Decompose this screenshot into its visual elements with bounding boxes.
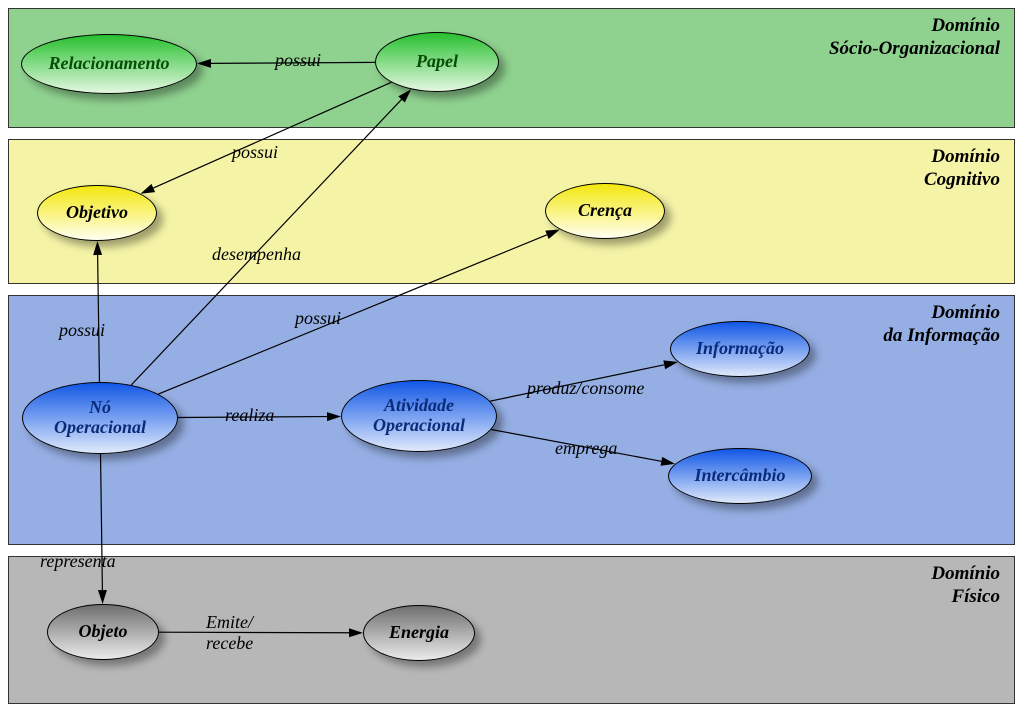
node-label: Informação [696, 339, 784, 359]
edge-label: representa [40, 551, 116, 572]
node-relacionamento: Relacionamento [21, 34, 197, 94]
node-atividade-operacional: Atividade Operacional [341, 380, 497, 452]
edge-label: desempenha [212, 244, 301, 265]
domain-label: Domínio Físico [931, 563, 1000, 609]
domain-label: Domínio Sócio-Organizacional [829, 15, 1000, 61]
node-label: Intercâmbio [694, 466, 785, 486]
edge-label: possui [232, 142, 278, 163]
edge-label: possui [295, 308, 341, 329]
domain-label: Domínio da Informação [883, 302, 1000, 348]
node-label: Atividade Operacional [373, 396, 465, 436]
edge-label: produz/consome [527, 378, 644, 399]
node-papel: Papel [375, 32, 499, 92]
node-intercambio: Intercâmbio [668, 448, 812, 504]
edge-label: possui [59, 320, 105, 341]
node-objetivo: Objetivo [37, 185, 157, 241]
node-objeto: Objeto [47, 604, 159, 660]
node-label: Nó Operacional [54, 398, 146, 438]
domain-cognitivo: Domínio Cognitivo [8, 139, 1015, 284]
node-energia: Energia [363, 605, 475, 661]
node-label: Objetivo [66, 203, 128, 223]
node-label: Objeto [79, 622, 128, 642]
edge-label: emprega [555, 438, 617, 459]
node-label: Crença [578, 201, 632, 221]
domain-label: Domínio Cognitivo [924, 146, 1000, 192]
edge-label: possui [275, 50, 321, 71]
node-label: Energia [389, 623, 449, 643]
node-no-operacional: Nó Operacional [22, 382, 178, 454]
node-label: Papel [416, 52, 458, 72]
node-label: Relacionamento [49, 54, 170, 74]
edge-label: realiza [225, 405, 274, 426]
edge-label: Emite/ recebe [206, 612, 253, 654]
domain-fisico: Domínio Físico [8, 556, 1015, 704]
node-informacao: Informação [670, 321, 810, 377]
node-crenca: Crença [545, 183, 665, 239]
